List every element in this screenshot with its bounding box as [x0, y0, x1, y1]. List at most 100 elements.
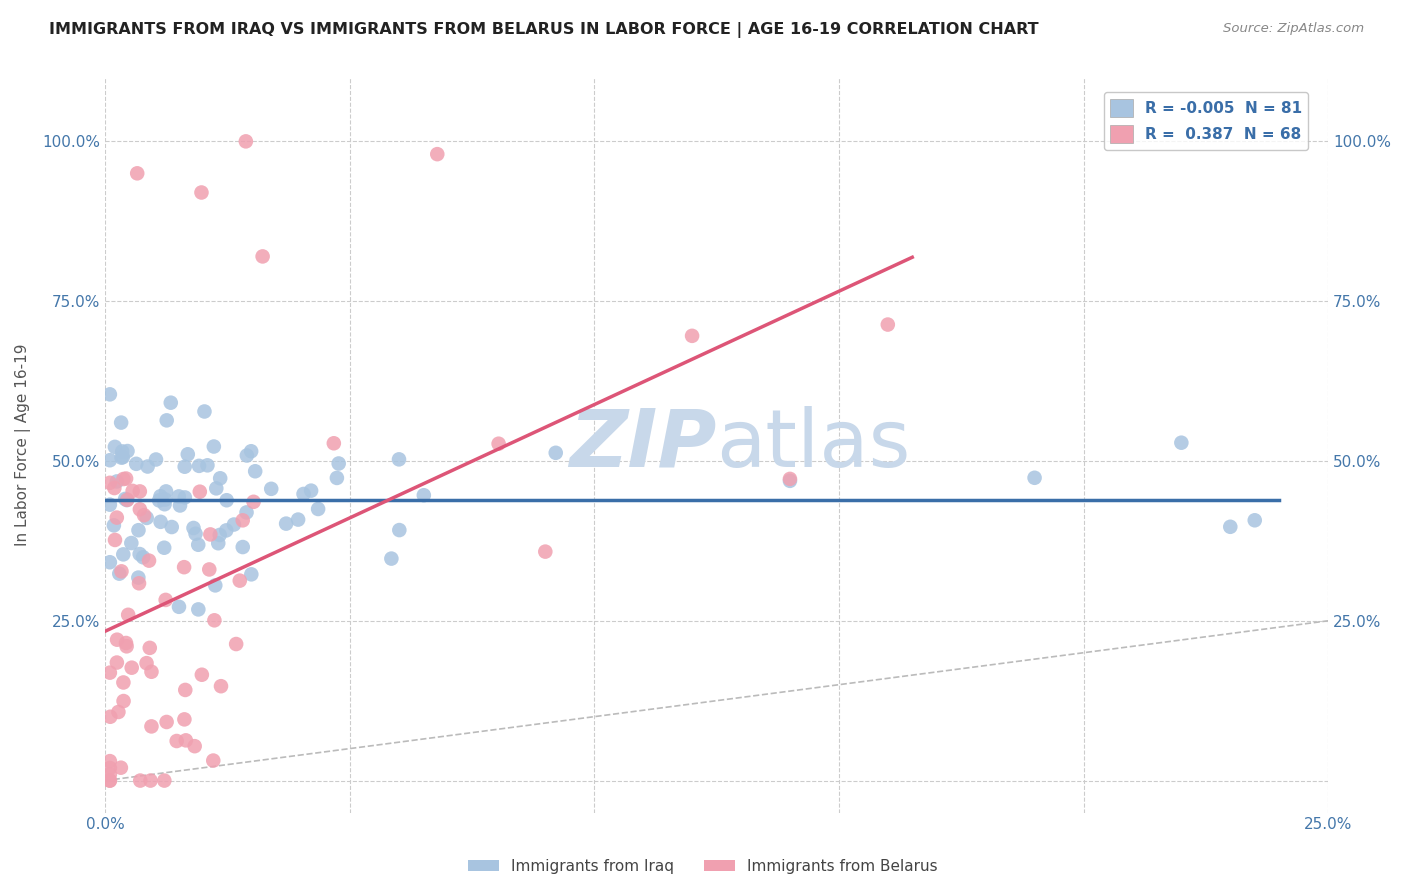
Point	[205, 481, 228, 495]
Text: atlas: atlas	[717, 406, 911, 484]
Point	[155, 593, 177, 607]
Point	[111, 450, 134, 464]
Point	[138, 554, 160, 568]
Point	[112, 472, 135, 486]
Point	[98, 498, 121, 512]
Point	[215, 524, 238, 538]
Point	[104, 440, 127, 454]
Point	[117, 607, 139, 622]
Point	[103, 481, 125, 495]
Point	[105, 475, 128, 489]
Point	[240, 567, 263, 582]
Point	[202, 440, 225, 454]
Point	[307, 502, 329, 516]
Point	[287, 512, 309, 526]
Point	[110, 450, 132, 465]
Point	[105, 656, 128, 670]
Point	[98, 773, 121, 788]
Point	[141, 665, 163, 679]
Point	[128, 502, 150, 516]
Point	[155, 484, 177, 499]
Legend: R = -0.005  N = 81, R =  0.387  N = 68: R = -0.005 N = 81, R = 0.387 N = 68	[1104, 93, 1308, 150]
Point	[160, 520, 183, 534]
Point	[110, 761, 132, 775]
Point	[112, 694, 135, 708]
Point	[328, 457, 350, 471]
Point	[187, 538, 209, 552]
Point	[1024, 471, 1046, 485]
Point	[426, 147, 449, 161]
Point	[115, 640, 138, 654]
Point	[200, 527, 222, 541]
Point	[187, 602, 209, 616]
Point	[174, 682, 197, 697]
Point	[173, 560, 195, 574]
Point	[236, 449, 259, 463]
Point	[129, 773, 152, 788]
Point	[209, 679, 232, 693]
Point	[121, 661, 143, 675]
Point	[107, 705, 129, 719]
Point	[98, 475, 121, 490]
Text: Source: ZipAtlas.com: Source: ZipAtlas.com	[1223, 22, 1364, 36]
Point	[153, 497, 176, 511]
Point	[149, 515, 172, 529]
Point	[120, 536, 142, 550]
Point	[166, 734, 188, 748]
Point	[167, 490, 190, 504]
Point	[232, 540, 254, 554]
Point	[98, 754, 121, 768]
Point	[110, 565, 132, 579]
Point	[128, 484, 150, 499]
Point	[117, 444, 139, 458]
Point	[243, 464, 266, 478]
Point	[139, 640, 162, 655]
Point	[292, 487, 315, 501]
Point	[215, 493, 238, 508]
Point	[388, 452, 411, 467]
Point	[127, 166, 149, 180]
Point	[127, 523, 149, 537]
Point	[132, 508, 155, 523]
Point	[1170, 435, 1192, 450]
Point	[183, 739, 205, 754]
Point	[105, 632, 128, 647]
Point	[155, 492, 177, 507]
Point	[235, 134, 257, 148]
Point	[114, 491, 136, 506]
Point	[177, 447, 200, 461]
Point	[229, 574, 252, 588]
Point	[132, 550, 155, 565]
Point	[112, 675, 135, 690]
Point	[174, 733, 197, 747]
Point	[544, 446, 567, 460]
Point	[190, 186, 212, 200]
Point	[193, 404, 215, 418]
Point	[202, 613, 225, 627]
Point	[125, 457, 148, 471]
Point	[127, 571, 149, 585]
Point	[115, 471, 138, 485]
Point	[141, 719, 163, 733]
Point	[184, 526, 207, 541]
Text: IMMIGRANTS FROM IRAQ VS IMMIGRANTS FROM BELARUS IN LABOR FORCE | AGE 16-19 CORRE: IMMIGRANTS FROM IRAQ VS IMMIGRANTS FROM …	[49, 22, 1039, 38]
Point	[98, 767, 121, 781]
Point	[299, 483, 322, 498]
Point	[167, 599, 190, 614]
Point	[117, 492, 139, 507]
Point	[240, 444, 263, 458]
Point	[173, 712, 195, 726]
Point	[779, 474, 801, 488]
Point	[128, 547, 150, 561]
Point	[1219, 520, 1241, 534]
Point	[326, 471, 349, 485]
Point	[98, 710, 121, 724]
Point	[188, 484, 211, 499]
Text: ZIP: ZIP	[569, 406, 717, 484]
Point	[139, 773, 162, 788]
Point	[173, 459, 195, 474]
Point	[110, 416, 132, 430]
Point	[235, 505, 257, 519]
Point	[173, 491, 195, 505]
Point	[121, 483, 143, 498]
